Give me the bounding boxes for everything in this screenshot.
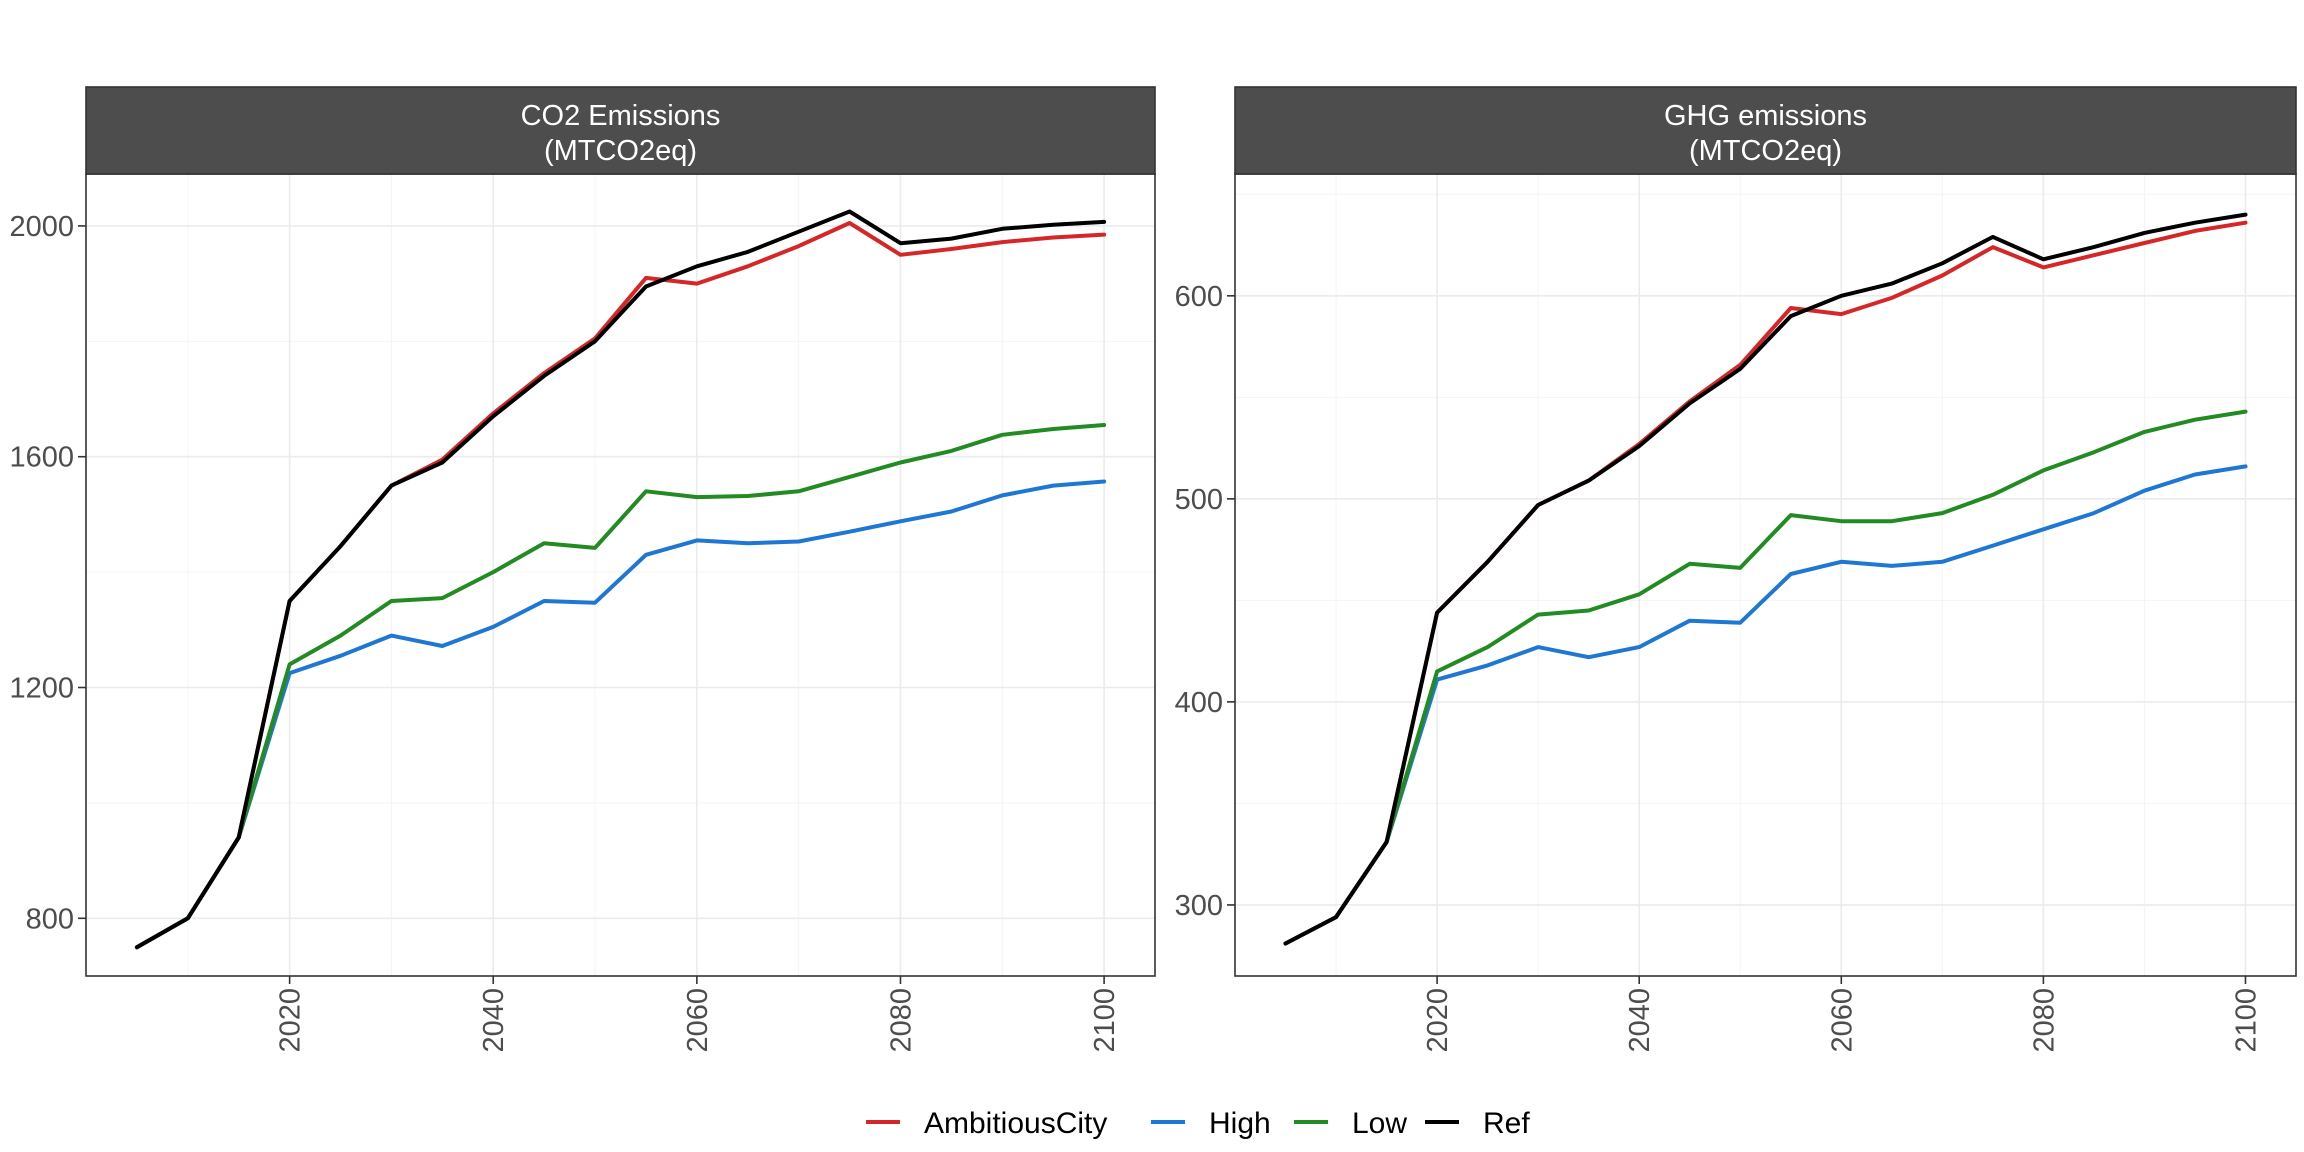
- x-tick-label: 2060: [1826, 988, 1858, 1053]
- panel-1: CO2 Emissions(MTCO2eq) 800 1200 1600 2000 202…: [9, 86, 1156, 1053]
- plot-background: [1235, 174, 2296, 976]
- legend-item-low: Low: [1294, 1107, 1407, 1140]
- legend-label: Low: [1352, 1107, 1407, 1140]
- legend-label: High: [1209, 1107, 1271, 1140]
- legend: AmbitiousCity High Low Ref: [866, 1107, 1530, 1140]
- facet-strip: [1234, 86, 2297, 175]
- panel-2: GHG emissions(MTCO2eq) 300 400 500 600 2020 20…: [1175, 86, 2297, 1053]
- series-line-low: [134, 423, 1107, 950]
- x-tick-label: 2020: [275, 988, 307, 1053]
- x-tick-label: 2100: [2230, 988, 2262, 1053]
- y-tick-label: 300: [1175, 890, 1223, 922]
- y-tick-label: 1600: [9, 442, 74, 474]
- series-line-high: [134, 479, 1107, 950]
- x-tick-label: 2040: [1624, 988, 1656, 1053]
- legend-label: Ref: [1483, 1107, 1530, 1140]
- legend-item-ref: Ref: [1425, 1107, 1530, 1140]
- series-line-ref: [134, 209, 1107, 950]
- facet-title-line: (MTCO2eq): [1689, 135, 1842, 167]
- y-tick-label: 500: [1175, 484, 1223, 516]
- y-tick-label: 2000: [9, 211, 74, 243]
- x-tick-label: 2080: [2028, 988, 2060, 1053]
- x-tick-label: 2020: [1422, 988, 1454, 1053]
- x-tick-label: 2060: [682, 988, 714, 1053]
- series-line-low: [1283, 409, 2248, 946]
- legend-item-high: High: [1151, 1107, 1271, 1140]
- plot-background: [86, 174, 1155, 976]
- x-tick-label: 2100: [1089, 988, 1121, 1053]
- y-tick-label: 1200: [9, 673, 74, 705]
- facet-title-line: CO2 Emissions: [521, 100, 721, 132]
- legend-label: AmbitiousCity: [924, 1107, 1107, 1140]
- y-tick-label: 400: [1175, 687, 1223, 719]
- facet-title-line: GHG emissions: [1664, 100, 1867, 132]
- y-tick-label: 600: [1175, 281, 1223, 313]
- series-line-high: [1283, 464, 2248, 946]
- x-tick-label: 2040: [478, 988, 510, 1053]
- series-line-ref: [1283, 212, 2248, 946]
- x-tick-label: 2080: [885, 988, 917, 1053]
- y-tick-label: 800: [26, 903, 74, 935]
- legend-item-ambitiouscity: AmbitiousCity: [866, 1107, 1107, 1140]
- facet-title-line: (MTCO2eq): [544, 135, 697, 167]
- facet-strip: [85, 86, 1156, 175]
